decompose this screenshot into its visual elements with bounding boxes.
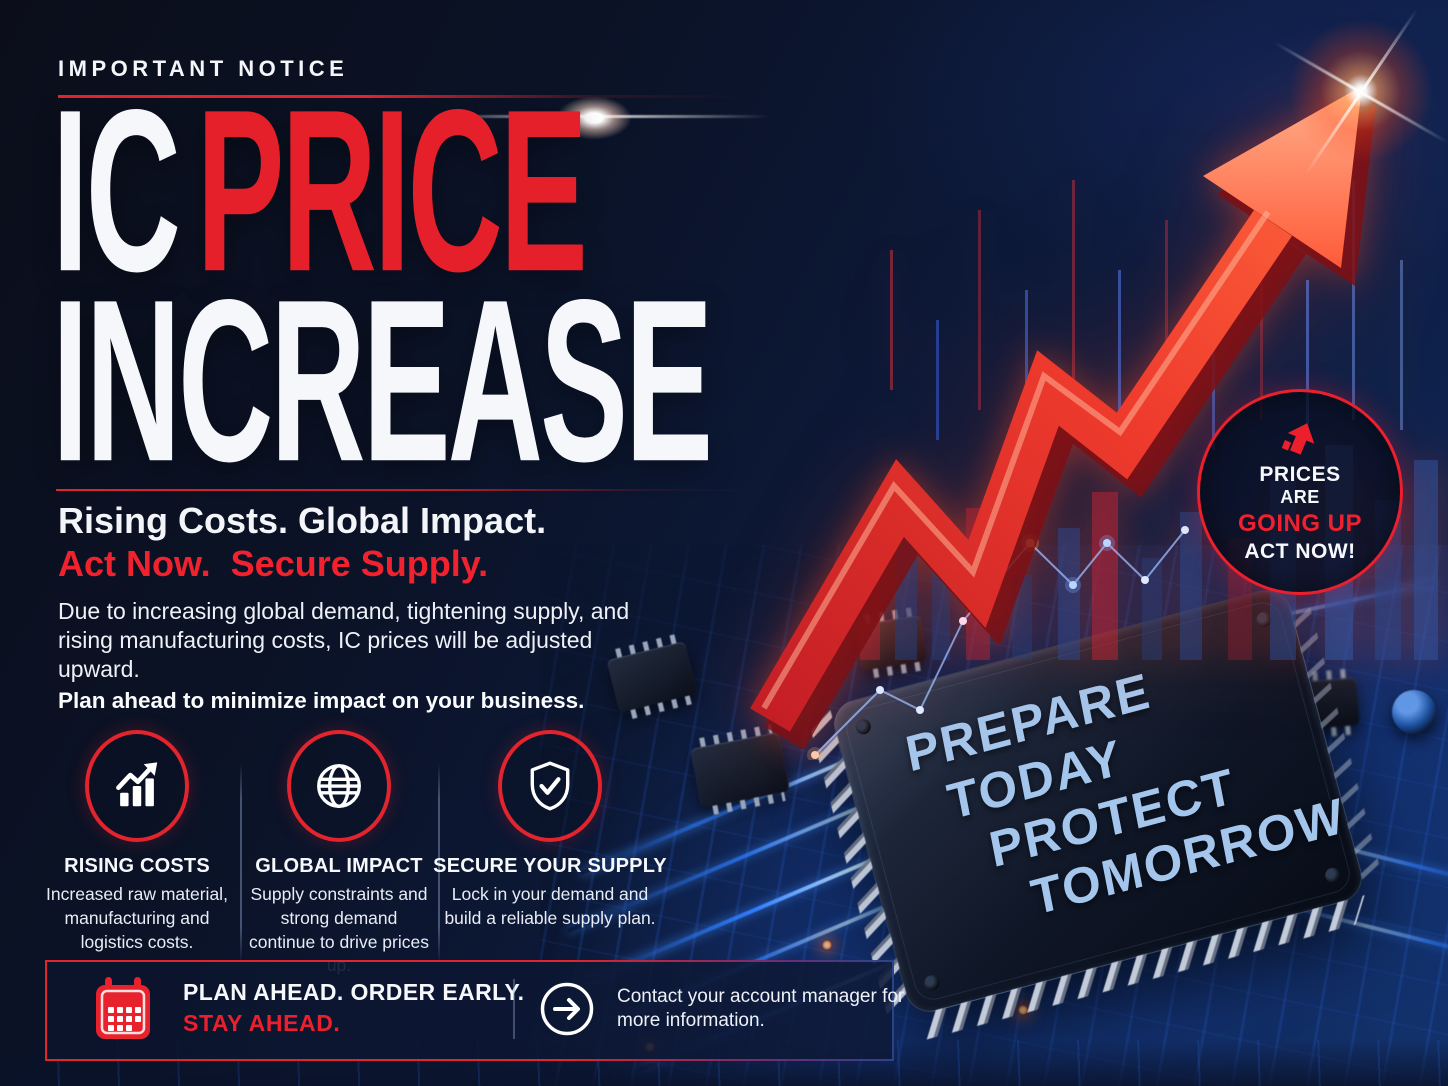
badge-line: PRICES [1259,462,1341,486]
feature-global-impact: GLOBAL IMPACT Supply constraints and str… [246,730,432,978]
badge-line: ACT NOW! [1244,539,1356,563]
headline-line2: INCREASE [52,252,713,510]
headline-ic: IC [52,62,181,320]
badge-line: ARE [1280,487,1320,508]
eyebrow: IMPORTANT NOTICE [58,56,349,81]
up-arrow-icon [1281,423,1315,455]
feature-circle [287,730,391,842]
feature-title: SECURE YOUR SUPPLY [433,855,667,877]
feature-circle [85,730,189,842]
feature-divider [240,763,242,963]
headline-price: PRICE [196,62,587,320]
feature-secure-supply: SECURE YOUR SUPPLY Lock in your demand a… [433,730,667,931]
orange-led [822,940,832,950]
subtitle-white: Rising Costs. Global Impact. [58,500,547,541]
bar-chart-rising-icon [116,762,158,807]
badge-line: GOING UP [1237,510,1362,538]
headline-divider [56,489,756,491]
banner-divider [513,979,515,1039]
feature-title: RISING COSTS [64,855,210,877]
prices-going-up-badge: PRICES ARE GOING UP ACT NOW! [1197,389,1403,595]
arrow-right-circle-icon [540,982,594,1036]
feature-rising-costs: RISING COSTS Increased raw material, man… [38,730,236,954]
lens-flare-core [556,96,632,140]
globe-icon [317,764,361,808]
banner-contact-text: Contact your account manager for more in… [617,986,905,1032]
cta-banner: PLAN AHEAD. ORDER EARLY. STAY AHEAD. Con… [45,960,904,1061]
eyebrow-underline [58,95,748,98]
capacitor [1392,690,1436,734]
body-emphasis: Plan ahead to minimize impact on your bu… [58,688,585,713]
headline-line1: IC PRICE [52,75,588,307]
feature-description: Lock in your demand and build a reliable… [444,884,656,928]
feature-divider [438,763,440,963]
feature-circle [498,730,602,842]
feature-description: Increased raw material, manufacturing an… [46,884,228,952]
subtitle-red: Act Now. Secure Supply. [58,543,489,584]
banner-title-line1: PLAN AHEAD. ORDER EARLY. [183,979,525,1005]
feature-title: GLOBAL IMPACT [255,855,423,877]
red-rising-arrow [750,86,1376,750]
price-trend-graphic [750,86,1438,760]
body-paragraph: Due to increasing global demand, tighten… [58,598,630,683]
shield-check-icon [530,761,570,811]
arrow-tip-flare [1286,16,1436,166]
calendar-icon [96,977,150,1039]
banner-title-line2: STAY AHEAD. [183,1010,341,1036]
